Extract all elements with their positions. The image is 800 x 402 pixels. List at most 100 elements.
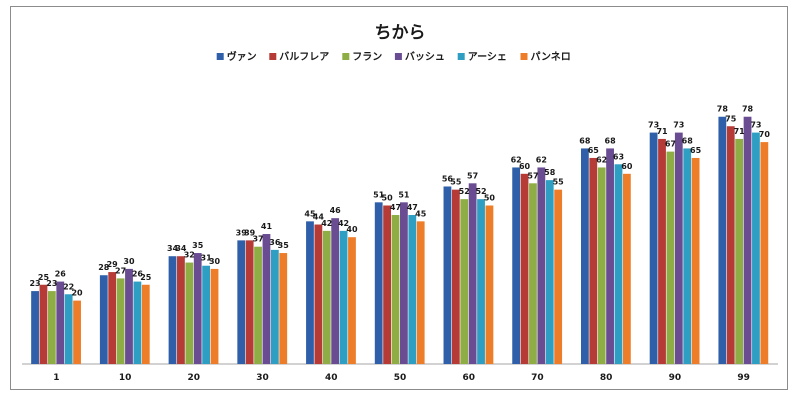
data-label: 30 bbox=[209, 257, 221, 266]
data-label: 62 bbox=[536, 155, 547, 164]
x-tick-label: 30 bbox=[256, 373, 269, 383]
data-label: 65 bbox=[690, 146, 702, 155]
x-tick-label: 1 bbox=[53, 373, 59, 383]
bar bbox=[691, 157, 700, 364]
bar bbox=[477, 199, 485, 364]
data-label: 34 bbox=[175, 244, 187, 253]
data-label: 71 bbox=[656, 127, 668, 136]
bar bbox=[125, 268, 133, 364]
bar bbox=[391, 215, 400, 364]
bar bbox=[451, 189, 460, 364]
data-label: 25 bbox=[38, 273, 50, 282]
bar bbox=[116, 278, 125, 364]
bar bbox=[322, 230, 331, 364]
legend-label: バッシュ bbox=[405, 51, 445, 63]
legend-swatch bbox=[394, 53, 402, 60]
x-tick-label: 20 bbox=[188, 373, 201, 383]
data-label: 39 bbox=[236, 228, 248, 237]
bar bbox=[468, 183, 477, 364]
chart-title: ちから bbox=[375, 23, 426, 43]
data-label: 22 bbox=[63, 282, 74, 291]
bar bbox=[735, 138, 744, 364]
x-tick-label: 70 bbox=[531, 373, 544, 383]
data-label: 45 bbox=[304, 209, 316, 218]
data-label: 71 bbox=[734, 127, 746, 136]
data-label: 73 bbox=[750, 121, 761, 130]
x-tick-label: 10 bbox=[119, 373, 132, 383]
x-tick-label: 90 bbox=[669, 373, 682, 383]
bar bbox=[56, 281, 65, 364]
bar bbox=[580, 148, 589, 364]
bar bbox=[177, 256, 185, 364]
data-label: 42 bbox=[338, 219, 349, 228]
data-label: 65 bbox=[588, 146, 600, 155]
data-label: 50 bbox=[484, 194, 496, 203]
data-label: 57 bbox=[467, 171, 478, 180]
data-label: 25 bbox=[140, 273, 152, 282]
bar bbox=[606, 148, 614, 364]
data-label: 57 bbox=[527, 171, 538, 180]
data-label: 35 bbox=[278, 241, 290, 250]
data-label: 68 bbox=[605, 136, 617, 145]
data-label: 26 bbox=[132, 270, 144, 279]
data-label: 63 bbox=[613, 152, 624, 161]
bar bbox=[108, 272, 117, 364]
bar bbox=[254, 246, 262, 364]
legend-label: フラン bbox=[352, 51, 382, 63]
legend-label: ヴァン bbox=[227, 50, 257, 63]
data-label: 78 bbox=[742, 105, 754, 114]
bar bbox=[443, 186, 452, 364]
data-label: 62 bbox=[596, 155, 607, 164]
bar bbox=[537, 167, 546, 364]
data-label: 70 bbox=[759, 130, 771, 139]
bar bbox=[726, 126, 735, 364]
data-label: 40 bbox=[346, 225, 358, 234]
data-label: 75 bbox=[725, 114, 737, 123]
data-label: 51 bbox=[398, 190, 410, 199]
bar bbox=[743, 116, 752, 365]
bar bbox=[270, 249, 279, 364]
data-label: 26 bbox=[55, 270, 67, 279]
bar bbox=[374, 202, 383, 364]
data-label: 46 bbox=[330, 206, 342, 215]
bar bbox=[622, 173, 631, 364]
bar bbox=[73, 300, 81, 364]
bar bbox=[649, 132, 658, 364]
x-tick-label: 60 bbox=[462, 373, 475, 383]
bar bbox=[306, 221, 314, 364]
bar bbox=[64, 294, 73, 364]
data-label: 42 bbox=[321, 219, 332, 228]
legend-swatch bbox=[216, 53, 224, 60]
data-label: 52 bbox=[459, 187, 470, 196]
legend-label: アーシェ bbox=[468, 51, 507, 63]
legend-swatch bbox=[269, 53, 277, 60]
bar-group bbox=[31, 116, 769, 365]
data-label: 67 bbox=[665, 140, 676, 149]
bar bbox=[416, 221, 425, 364]
bar bbox=[383, 205, 391, 364]
bar bbox=[545, 180, 554, 364]
data-label: 55 bbox=[450, 178, 462, 187]
data-label: 47 bbox=[390, 203, 401, 212]
bar bbox=[141, 284, 150, 364]
data-label: 37 bbox=[252, 235, 263, 244]
data-label: 62 bbox=[511, 155, 522, 164]
legend: ヴァン バルフレア フラン バッシュ アーシェ パンネロ bbox=[216, 50, 571, 63]
legend-swatch bbox=[520, 53, 528, 60]
data-label: 23 bbox=[46, 279, 57, 288]
bar bbox=[683, 148, 692, 364]
bar bbox=[262, 234, 271, 364]
bar bbox=[554, 189, 563, 364]
bar bbox=[529, 183, 537, 364]
bar bbox=[348, 237, 356, 364]
bar bbox=[47, 291, 56, 364]
bar bbox=[752, 132, 760, 364]
bar bbox=[666, 151, 675, 364]
data-label: 58 bbox=[544, 168, 556, 177]
bar bbox=[210, 268, 219, 364]
bar bbox=[408, 215, 417, 364]
data-label: 51 bbox=[373, 190, 385, 199]
bar bbox=[400, 202, 408, 364]
bar bbox=[485, 205, 494, 364]
